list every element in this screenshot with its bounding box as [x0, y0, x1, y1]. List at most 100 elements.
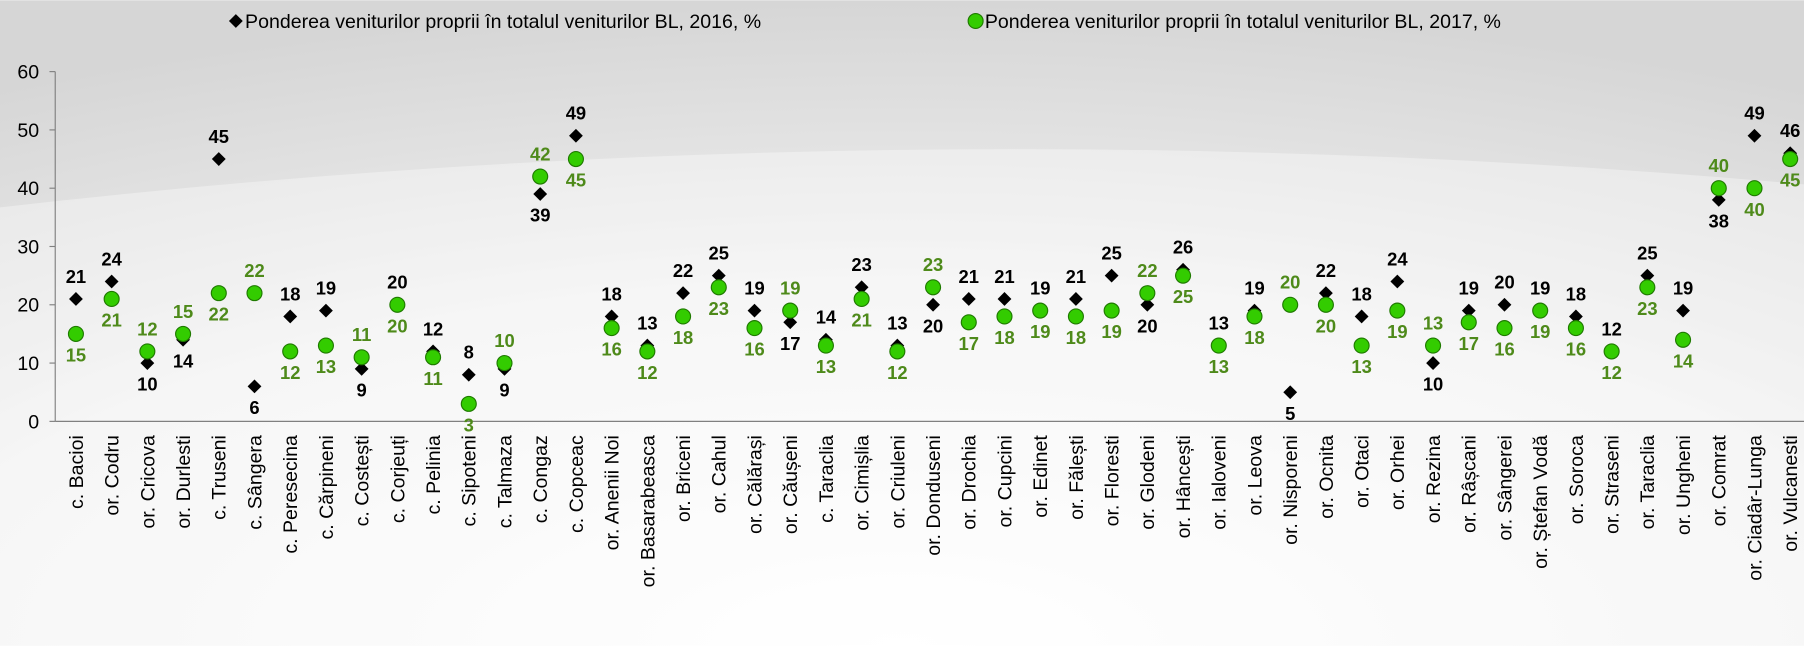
data-label: 10 [137, 374, 157, 395]
data-label: 12 [637, 362, 657, 383]
x-tick-label: or. Glodeni [1137, 435, 1159, 530]
data-label: 40 [1744, 199, 1764, 220]
data-label: 25 [1101, 243, 1121, 264]
data-label: 12 [423, 318, 443, 339]
diamond-marker [1069, 292, 1083, 306]
diamond-marker [1676, 303, 1690, 318]
data-label: 20 [1280, 272, 1300, 293]
x-tick-label: or. Ștefan Vodă [1530, 435, 1552, 569]
data-label: 20 [1137, 315, 1157, 336]
legend-marker [228, 14, 243, 28]
data-label: 23 [851, 254, 871, 275]
circle-marker [782, 302, 799, 319]
x-tick-label: or. Otaci [1352, 435, 1374, 508]
x-tick-label: or. Sângerei [1494, 435, 1516, 540]
circle-marker [1782, 150, 1799, 168]
legend-label: Ponderea veniturilor proprii în totalul … [985, 11, 1501, 33]
circle-marker [1175, 267, 1192, 284]
x-tick-label: or. Hâncești [1173, 435, 1195, 538]
data-label: 11 [423, 368, 442, 389]
data-label: 15 [173, 301, 193, 322]
data-label: 21 [66, 266, 86, 287]
data-label: 38 [1709, 210, 1729, 231]
circle-marker [67, 325, 84, 342]
x-tick-label: c. Cărpineni [316, 435, 338, 539]
circle-marker [317, 337, 334, 354]
data-label: 18 [601, 283, 621, 304]
diamond-marker [104, 274, 119, 289]
background-arc [0, 149, 1804, 646]
diamond-marker [247, 379, 262, 394]
circle-marker [960, 314, 977, 331]
data-label: 18 [1066, 327, 1086, 348]
circle-marker [1139, 285, 1156, 302]
x-tick-label: or. Ialoveni [1209, 435, 1231, 530]
data-label: 18 [994, 327, 1014, 348]
y-tick-label: 0 [28, 411, 39, 433]
x-tick-label: or. Soroca [1566, 435, 1588, 524]
data-label: 13 [1351, 356, 1371, 377]
x-tick-label: c. Taraclia [816, 435, 838, 523]
x-tick-label: c. Bacioi [66, 435, 88, 509]
x-tick-label: c. Costești [352, 435, 374, 526]
diamond-marker [1461, 303, 1476, 318]
x-tick-label: c. Truseni [209, 435, 231, 520]
x-tick-label: or. Leova [1244, 435, 1266, 516]
circle-marker [1603, 343, 1620, 360]
diamond-marker [747, 303, 762, 318]
diamond-marker [354, 362, 369, 376]
data-label: 25 [1173, 286, 1193, 307]
x-tick-label: or. Codru [102, 435, 124, 515]
data-label: 39 [530, 205, 550, 226]
y-tick-label: 50 [17, 120, 39, 142]
diamond-marker [140, 356, 155, 370]
circle-marker [210, 285, 227, 302]
circle-marker [639, 343, 656, 360]
data-label: 19 [1459, 278, 1479, 299]
x-tick-label: or. Căușeni [780, 435, 802, 534]
circle-marker [353, 349, 370, 366]
data-label: 42 [530, 143, 550, 164]
x-tick-label: c. Copceac [566, 435, 588, 533]
diamond-marker [211, 152, 226, 166]
x-tick-label: or. Vulcanesti [1780, 435, 1802, 552]
data-label: 13 [1423, 312, 1443, 333]
data-label: 19 [780, 278, 800, 299]
data-label: 21 [994, 266, 1014, 287]
x-tick-label: c. Talmaza [494, 435, 516, 528]
diamond-marker [997, 292, 1012, 306]
circle-marker [1353, 337, 1370, 354]
data-label: 19 [316, 278, 336, 299]
x-tick-label: or. Basarabeasca [637, 435, 659, 587]
data-label: 18 [673, 327, 693, 348]
circle-marker [139, 343, 156, 360]
data-label: 19 [1030, 278, 1050, 299]
circle-marker [282, 343, 299, 360]
legend-label: Ponderea veniturilor proprii în totalul … [245, 11, 761, 33]
data-label: 20 [1316, 315, 1336, 336]
data-label: 21 [1066, 266, 1086, 287]
data-label: 19 [1387, 321, 1407, 342]
circle-marker [1282, 296, 1299, 313]
data-label: 21 [959, 266, 979, 287]
circle-marker [1496, 320, 1513, 337]
data-label: 46 [1780, 120, 1800, 141]
circle-marker [389, 296, 406, 313]
circle-marker [817, 337, 834, 354]
data-label: 17 [780, 333, 800, 354]
data-label: 13 [887, 312, 907, 333]
x-tick-label: or. Durlesti [173, 435, 195, 528]
x-tick-label: or. Donduseni [923, 435, 945, 556]
data-label: 10 [494, 330, 514, 351]
data-label: 12 [280, 362, 300, 383]
diamond-marker [283, 309, 298, 324]
data-label: 5 [1285, 403, 1295, 424]
x-tick-label: or. Ciadâr-Lunga [1744, 435, 1766, 581]
x-tick-label: or. Ocnita [1316, 435, 1338, 519]
y-tick-label: 40 [17, 178, 39, 200]
diamond-marker [1104, 268, 1119, 283]
diamond-marker [676, 286, 690, 301]
diamond-marker [1569, 309, 1583, 324]
data-label: 20 [923, 315, 943, 336]
